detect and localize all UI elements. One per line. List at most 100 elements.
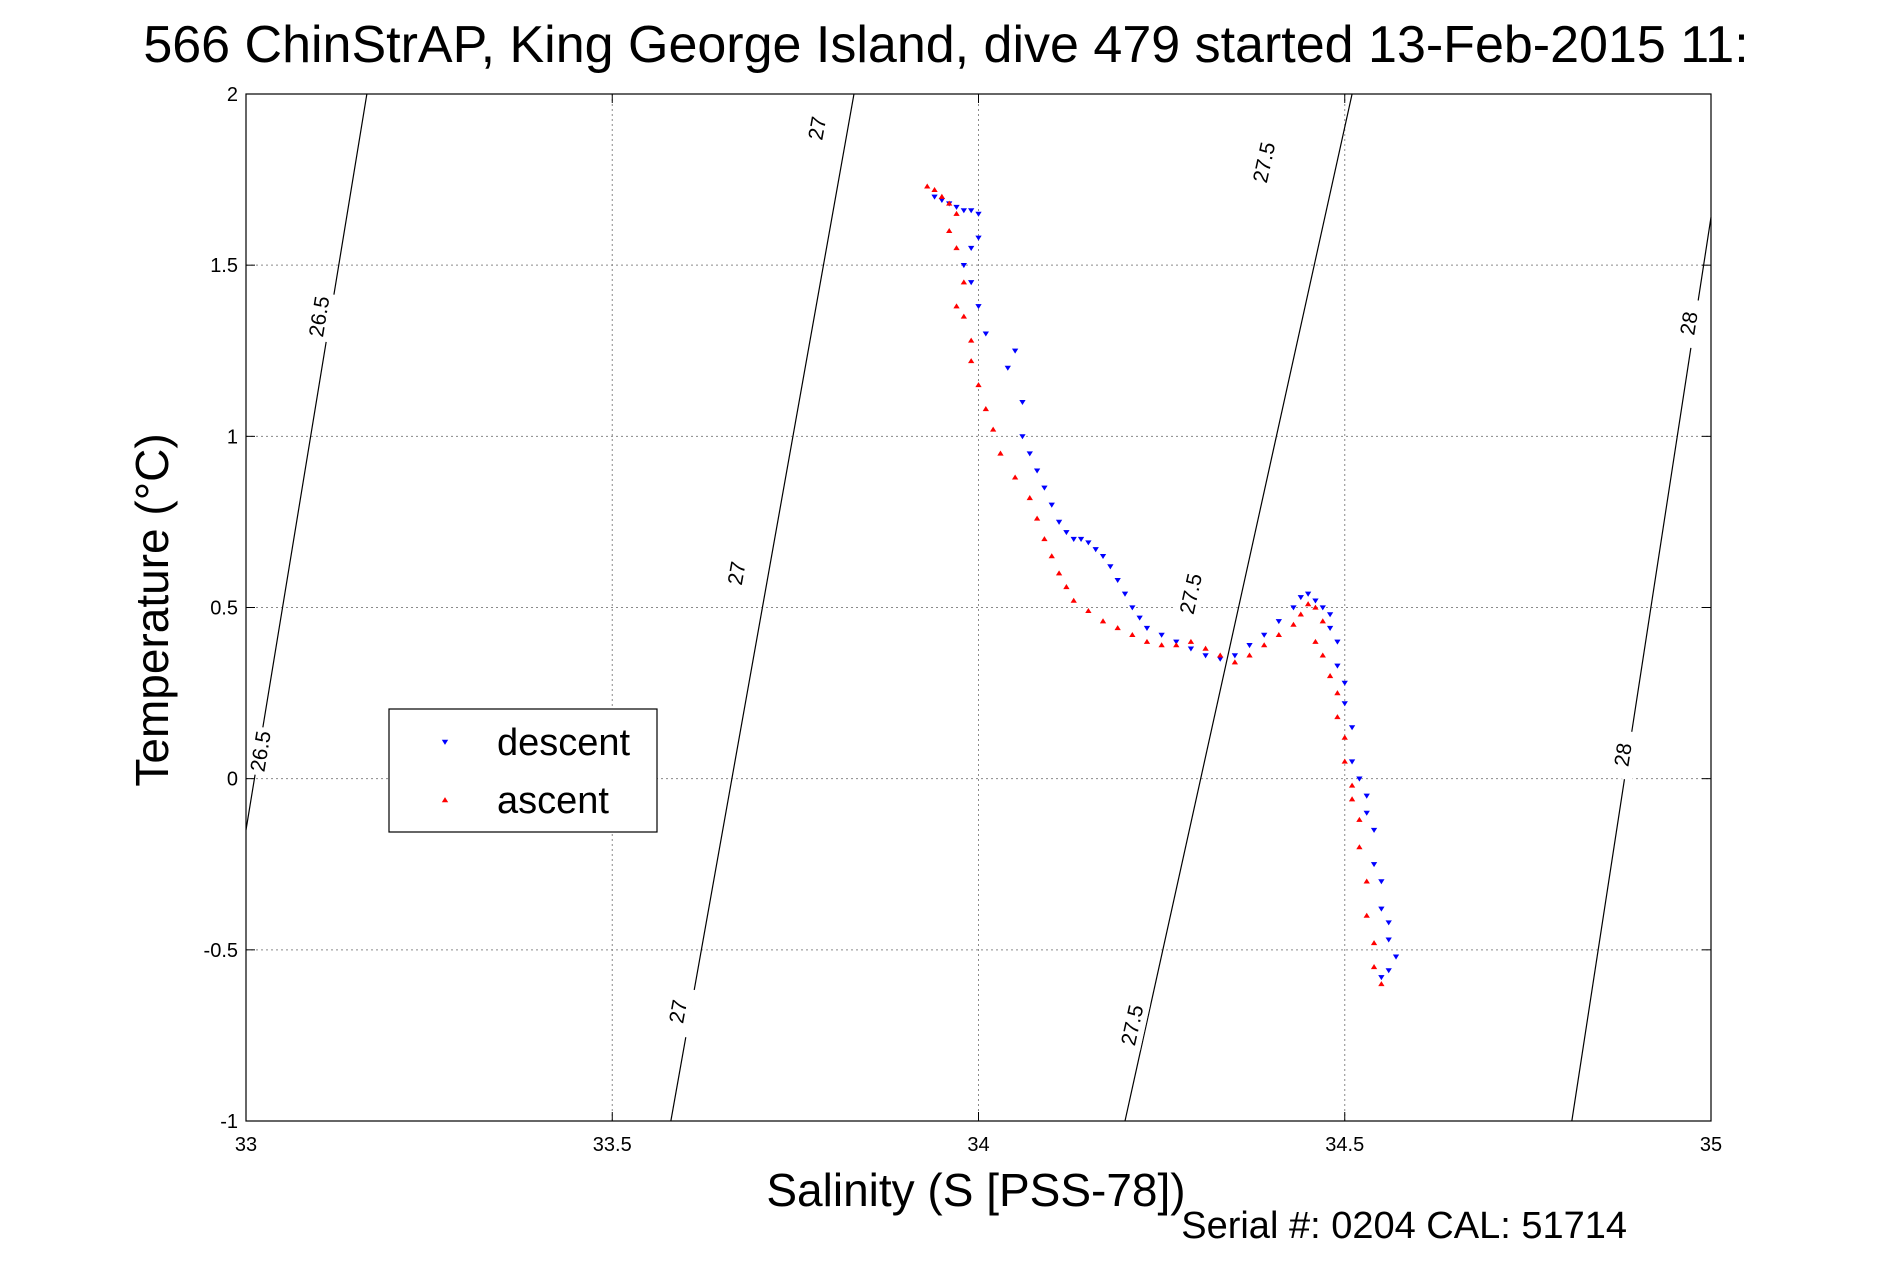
descent-point <box>1085 540 1092 546</box>
descent-point <box>1326 625 1334 631</box>
ascent-point <box>1378 981 1385 987</box>
contour-label-gap <box>1672 297 1706 350</box>
legend-marker-descent <box>441 739 449 745</box>
x-axis-label: Salinity (S [PSS-78]) <box>766 1164 1185 1216</box>
descent-point <box>1334 663 1341 669</box>
ascent-point <box>1370 964 1378 970</box>
series-descent <box>931 194 1400 981</box>
ascent-point <box>1356 844 1363 850</box>
density-contour-line <box>670 93 855 1122</box>
ascent-point <box>1202 645 1209 651</box>
ascent-point <box>946 228 953 234</box>
ascent-point <box>946 200 953 206</box>
descent-point <box>1290 605 1297 611</box>
legend-marker-ascent <box>441 797 449 803</box>
ascent-point <box>1334 690 1341 696</box>
descent-point <box>1385 968 1392 974</box>
contour-label-gap <box>661 985 696 1038</box>
axis-ticks: 33 33.5 34 34.5 35 -1 -0.5 0 0.5 1 1.5 2 <box>204 84 1723 1156</box>
ascent-point <box>1129 631 1136 638</box>
descent-point <box>1011 348 1019 354</box>
descent-point <box>938 198 946 204</box>
ascent-point <box>1312 604 1319 610</box>
ascent-point <box>968 358 975 364</box>
density-contour-line <box>245 93 368 831</box>
descent-point <box>1107 564 1114 570</box>
descent-point <box>1378 879 1385 885</box>
descent-point <box>1385 920 1392 926</box>
ascent-point <box>1297 611 1304 617</box>
ascent-point <box>1070 597 1077 603</box>
descent-point <box>931 194 938 200</box>
x-tick-label: 33.5 <box>593 1134 632 1156</box>
ascent-point <box>960 313 967 319</box>
descent-point <box>1378 906 1385 912</box>
descent-point <box>1231 653 1239 659</box>
ascent-point <box>1063 584 1070 590</box>
contour-label: 28 <box>1610 741 1636 768</box>
ascent-point <box>960 279 967 285</box>
descent-point <box>1158 632 1165 638</box>
descent-point <box>1341 701 1348 707</box>
contour-label-gap <box>243 725 278 778</box>
ascent-point <box>1304 601 1312 607</box>
descent-point <box>1304 591 1312 597</box>
descent-point <box>1041 485 1048 491</box>
ascent-point <box>1173 642 1180 648</box>
descent-point <box>1055 519 1063 525</box>
descent-point <box>1363 810 1370 816</box>
ascent-point <box>1370 940 1378 946</box>
contour-label-gap <box>302 290 336 343</box>
ascent-point <box>1363 912 1370 918</box>
legend-label-ascent: ascent <box>497 780 609 822</box>
x-tick-label: 34 <box>967 1134 989 1156</box>
y-tick-label: -0.5 <box>204 940 238 962</box>
ascent-point <box>997 450 1004 456</box>
ascent-point <box>1231 659 1239 665</box>
legend: descent ascent <box>388 708 658 833</box>
descent-point <box>1019 399 1026 406</box>
ascent-point <box>1041 536 1048 542</box>
contour-label: 27.5 <box>1249 140 1280 185</box>
ascent-point <box>1261 642 1268 648</box>
contour-label: 27.5 <box>1176 571 1207 616</box>
x-tick-label: 34.5 <box>1325 1134 1364 1156</box>
ascent-point <box>1319 652 1326 658</box>
descent-point <box>1370 862 1378 868</box>
density-contour-line <box>1124 93 1353 1122</box>
descent-point <box>1385 937 1392 943</box>
descent-point <box>1121 591 1129 597</box>
descent-point <box>1187 646 1195 652</box>
ascent-point <box>1290 621 1297 627</box>
descent-point <box>960 263 967 269</box>
ascent-point <box>953 245 960 251</box>
data-series <box>924 183 1400 987</box>
series-ascent <box>924 183 1385 987</box>
contour-label-gap <box>1114 998 1151 1052</box>
ascent-point <box>975 382 982 388</box>
ascent-point <box>931 186 938 192</box>
descent-point <box>1261 632 1268 638</box>
ascent-point <box>1334 714 1341 720</box>
descent-point <box>975 235 982 241</box>
descent-point <box>1341 680 1348 686</box>
descent-point <box>1217 656 1224 662</box>
descent-point <box>1297 595 1304 601</box>
x-tick-label: 33 <box>235 1134 257 1156</box>
descent-point <box>1033 468 1041 474</box>
chart-title: 566 ChinStrAP, King George Island, dive … <box>143 16 1748 74</box>
ascent-point <box>1011 474 1019 480</box>
descent-point <box>1392 954 1400 960</box>
descent-point <box>1246 643 1253 649</box>
descent-point <box>1334 639 1341 645</box>
serial-cal-footer: Serial #: 0204 CAL: 51714 <box>1181 1205 1627 1247</box>
contour-label-gap <box>719 547 754 600</box>
ascent-point <box>1085 608 1092 614</box>
ascent-point <box>953 210 960 216</box>
ascent-point <box>938 193 946 199</box>
contour-label: 27 <box>724 560 751 587</box>
descent-point <box>1019 434 1026 440</box>
y-tick-label: 1.5 <box>210 255 238 277</box>
descent-point <box>1173 639 1180 645</box>
